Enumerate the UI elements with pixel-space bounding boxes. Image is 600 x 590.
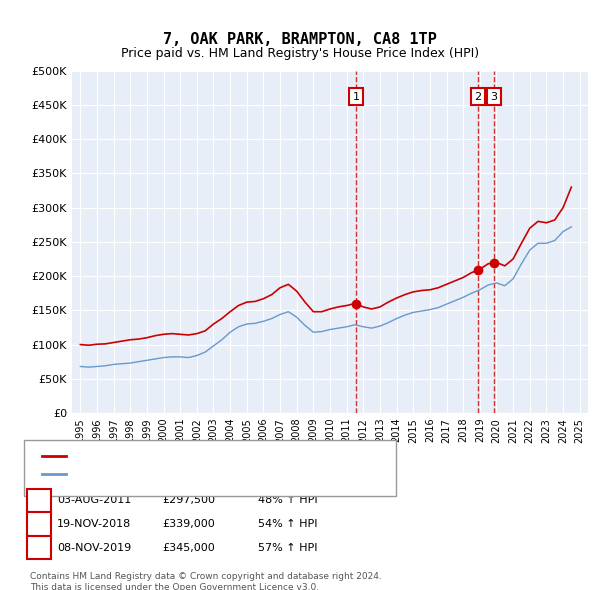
Text: 08-NOV-2019: 08-NOV-2019 (57, 543, 131, 552)
Text: 1: 1 (35, 496, 43, 505)
Text: 57% ↑ HPI: 57% ↑ HPI (258, 543, 317, 552)
Text: 2: 2 (35, 519, 43, 529)
Text: 3: 3 (490, 92, 497, 102)
Text: 7, OAK PARK, BRAMPTON, CA8 1TP (detached house): 7, OAK PARK, BRAMPTON, CA8 1TP (detached… (72, 451, 347, 461)
Text: 3: 3 (35, 543, 43, 552)
Text: 2: 2 (474, 92, 481, 102)
Text: 54% ↑ HPI: 54% ↑ HPI (258, 519, 317, 529)
Text: 48% ↑ HPI: 48% ↑ HPI (258, 496, 317, 505)
Text: £339,000: £339,000 (162, 519, 215, 529)
Text: Contains HM Land Registry data © Crown copyright and database right 2024.
This d: Contains HM Land Registry data © Crown c… (30, 572, 382, 590)
Text: Price paid vs. HM Land Registry's House Price Index (HPI): Price paid vs. HM Land Registry's House … (121, 47, 479, 60)
Text: 03-AUG-2011: 03-AUG-2011 (57, 496, 131, 505)
Text: 19-NOV-2018: 19-NOV-2018 (57, 519, 131, 529)
Text: 1: 1 (353, 92, 360, 102)
Text: £297,500: £297,500 (162, 496, 215, 505)
Text: 7, OAK PARK, BRAMPTON, CA8 1TP: 7, OAK PARK, BRAMPTON, CA8 1TP (163, 32, 437, 47)
Text: HPI: Average price, detached house, Cumberland: HPI: Average price, detached house, Cumb… (72, 469, 329, 478)
Text: £345,000: £345,000 (162, 543, 215, 552)
